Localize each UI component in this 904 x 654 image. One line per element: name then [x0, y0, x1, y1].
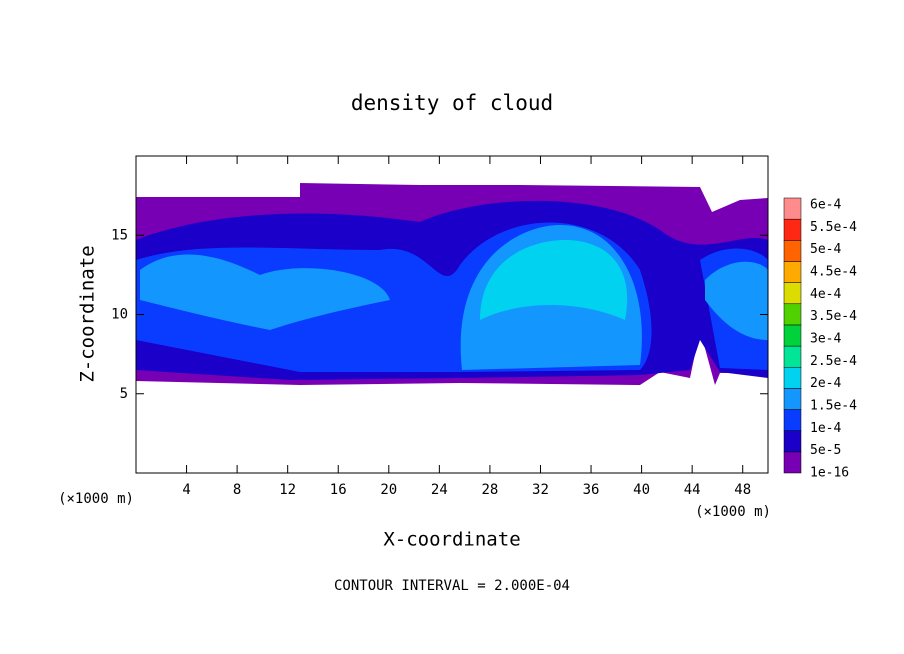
x-axis-label: X-coordinate	[383, 529, 520, 551]
contour-region	[705, 261, 768, 340]
colorbar-swatch	[783, 261, 802, 283]
x-unit-label: (×1000 m)	[695, 504, 771, 520]
x-tick-label: 48	[734, 482, 751, 498]
colorbar-swatch	[783, 388, 802, 410]
x-tick-label: 8	[233, 482, 241, 498]
colorbar-label: 2e-4	[810, 376, 841, 391]
colorbar-label: 2.5e-4	[810, 354, 857, 369]
colorbar-label: 4.5e-4	[810, 265, 857, 280]
colorbar-label: 1e-4	[810, 421, 841, 436]
colorbar-swatch	[783, 409, 802, 431]
footer-note: CONTOUR INTERVAL = 2.000E-04	[334, 578, 570, 594]
y-tick-label: 15	[111, 227, 128, 243]
x-tick-label: 36	[583, 482, 600, 498]
colorbar-swatch	[783, 451, 802, 474]
contour-region	[480, 240, 628, 320]
colorbar-swatch	[783, 303, 802, 326]
y-unit-label: (×1000 m)	[58, 491, 134, 507]
chart-title: density of cloud	[351, 91, 553, 115]
colorbar-swatch	[783, 218, 802, 241]
y-tick-label: 10	[111, 307, 128, 323]
colorbar-swatch	[783, 282, 802, 305]
colorbar-label: 3.5e-4	[810, 309, 857, 324]
x-tick-label: 16	[330, 482, 347, 498]
colorbar-swatch	[783, 240, 802, 262]
x-tick-label: 44	[684, 482, 701, 498]
x-tick-label: 4	[182, 482, 190, 498]
y-axis-label: Z-coordinate	[77, 245, 99, 382]
colorbar-label: 1e-16	[810, 466, 849, 481]
x-tick-label: 40	[633, 482, 650, 498]
x-tick-label: 12	[279, 482, 296, 498]
y-tick-label: 5	[120, 386, 128, 402]
x-tick-label: 32	[532, 482, 549, 498]
colorbar-label: 5e-5	[810, 443, 841, 458]
colorbar-label: 5.5e-4	[810, 220, 857, 235]
colorbar-swatch	[783, 430, 802, 453]
colorbar-label: 5e-4	[810, 242, 841, 257]
colorbar-label: 3e-4	[810, 332, 841, 347]
x-tick-label: 28	[481, 482, 498, 498]
colorbar-label: 1.5e-4	[810, 399, 857, 414]
colorbar-label: 4e-4	[810, 287, 841, 302]
contour-field	[136, 183, 768, 385]
colorbar-swatch	[783, 366, 802, 389]
colorbar-swatch	[783, 345, 802, 368]
colorbar-swatch	[783, 197, 802, 220]
x-tick-label: 20	[380, 482, 397, 498]
colorbar-swatch	[783, 324, 802, 347]
colorbar-label: 6e-4	[810, 198, 841, 213]
x-tick-label: 24	[431, 482, 448, 498]
contour-region	[140, 254, 390, 330]
